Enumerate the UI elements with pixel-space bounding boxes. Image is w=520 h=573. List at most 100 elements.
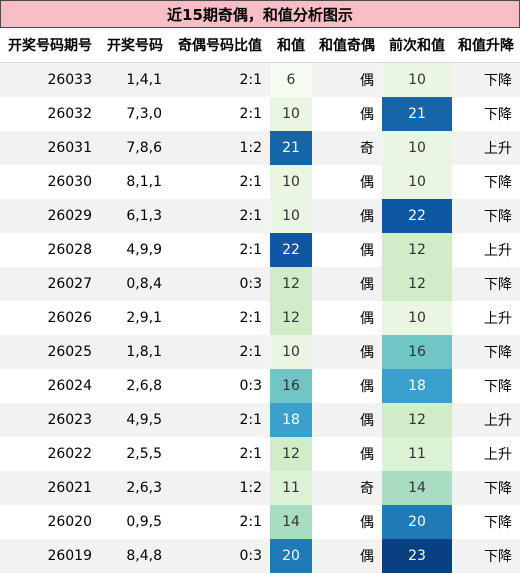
cell-issue: 26019	[0, 539, 100, 573]
cell-sum: 10	[270, 165, 312, 199]
cell-parity: 偶	[312, 165, 382, 199]
cell-prev-sum: 20	[382, 505, 452, 539]
cell-ratio: 1:2	[170, 471, 270, 505]
cell-prev-sum: 16	[382, 335, 452, 369]
cell-sum: 21	[270, 131, 312, 165]
cell-numbers: 8,4,8	[100, 539, 170, 573]
table-row: 26026 2,9,1 2:1 12 偶 10 上升	[0, 301, 520, 335]
cell-issue: 26024	[0, 369, 100, 403]
cell-numbers: 2,5,5	[100, 437, 170, 471]
cell-issue: 26028	[0, 233, 100, 267]
cell-ratio: 0:3	[170, 539, 270, 573]
cell-trend: 下降	[452, 97, 520, 131]
cell-issue: 26032	[0, 97, 100, 131]
table-row: 26022 2,5,5 2:1 12 偶 11 上升	[0, 437, 520, 471]
cell-sum: 10	[270, 199, 312, 233]
cell-parity: 偶	[312, 403, 382, 437]
cell-sum: 12	[270, 437, 312, 471]
cell-prev-sum: 22	[382, 199, 452, 233]
cell-parity: 偶	[312, 335, 382, 369]
cell-numbers: 4,9,9	[100, 233, 170, 267]
cell-issue: 26027	[0, 267, 100, 301]
cell-ratio: 0:3	[170, 369, 270, 403]
cell-prev-sum: 23	[382, 539, 452, 573]
table-row: 26019 8,4,8 0:3 20 偶 23 下降	[0, 539, 520, 573]
table-row: 26030 8,1,1 2:1 10 偶 10 下降	[0, 165, 520, 199]
cell-issue: 26026	[0, 301, 100, 335]
cell-issue: 26025	[0, 335, 100, 369]
cell-trend: 上升	[452, 403, 520, 437]
header-ratio: 奇偶号码比值	[170, 28, 270, 63]
cell-prev-sum: 12	[382, 403, 452, 437]
cell-ratio: 2:1	[170, 199, 270, 233]
cell-sum: 14	[270, 505, 312, 539]
cell-trend: 上升	[452, 437, 520, 471]
cell-issue: 26031	[0, 131, 100, 165]
cell-prev-sum: 10	[382, 131, 452, 165]
cell-trend: 下降	[452, 267, 520, 301]
cell-ratio: 2:1	[170, 165, 270, 199]
cell-trend: 上升	[452, 131, 520, 165]
cell-ratio: 1:2	[170, 131, 270, 165]
cell-numbers: 2,6,3	[100, 471, 170, 505]
cell-ratio: 2:1	[170, 233, 270, 267]
table-row: 26024 2,6,8 0:3 16 偶 18 下降	[0, 369, 520, 403]
header-sum: 和值	[270, 28, 312, 63]
cell-issue: 26030	[0, 165, 100, 199]
cell-parity: 偶	[312, 369, 382, 403]
cell-prev-sum: 11	[382, 437, 452, 471]
table-row: 26031 7,8,6 1:2 21 奇 10 上升	[0, 131, 520, 165]
cell-numbers: 4,9,5	[100, 403, 170, 437]
cell-numbers: 2,9,1	[100, 301, 170, 335]
cell-sum: 6	[270, 62, 312, 97]
cell-numbers: 7,8,6	[100, 131, 170, 165]
cell-sum: 12	[270, 267, 312, 301]
cell-sum: 20	[270, 539, 312, 573]
cell-parity: 偶	[312, 62, 382, 97]
cell-sum: 11	[270, 471, 312, 505]
cell-issue: 26022	[0, 437, 100, 471]
table-row: 26033 1,4,1 2:1 6 偶 10 下降	[0, 62, 520, 97]
header-row: 开奖号码期号 开奖号码 奇偶号码比值 和值 和值奇偶 前次和值 和值升降	[0, 28, 520, 63]
cell-sum: 18	[270, 403, 312, 437]
cell-sum: 10	[270, 335, 312, 369]
cell-parity: 偶	[312, 539, 382, 573]
cell-prev-sum: 18	[382, 369, 452, 403]
header-trend: 和值升降	[452, 28, 520, 63]
table-row: 26025 1,8,1 2:1 10 偶 16 下降	[0, 335, 520, 369]
cell-ratio: 2:1	[170, 335, 270, 369]
table-row: 26023 4,9,5 2:1 18 偶 12 上升	[0, 403, 520, 437]
cell-parity: 奇	[312, 471, 382, 505]
cell-ratio: 2:1	[170, 437, 270, 471]
cell-ratio: 2:1	[170, 403, 270, 437]
cell-numbers: 1,8,1	[100, 335, 170, 369]
cell-issue: 26020	[0, 505, 100, 539]
cell-sum: 16	[270, 369, 312, 403]
cell-ratio: 2:1	[170, 62, 270, 97]
cell-sum: 22	[270, 233, 312, 267]
cell-trend: 下降	[452, 369, 520, 403]
cell-parity: 偶	[312, 97, 382, 131]
table-row: 26020 0,9,5 2:1 14 偶 20 下降	[0, 505, 520, 539]
cell-parity: 偶	[312, 301, 382, 335]
cell-numbers: 1,4,1	[100, 62, 170, 97]
cell-trend: 下降	[452, 62, 520, 97]
header-numbers: 开奖号码	[100, 28, 170, 63]
odd-even-sum-table: 开奖号码期号 开奖号码 奇偶号码比值 和值 和值奇偶 前次和值 和值升降 260…	[0, 28, 520, 573]
cell-ratio: 2:1	[170, 301, 270, 335]
table-row: 26032 7,3,0 2:1 10 偶 21 下降	[0, 97, 520, 131]
cell-numbers: 0,9,5	[100, 505, 170, 539]
cell-prev-sum: 21	[382, 97, 452, 131]
cell-ratio: 0:3	[170, 267, 270, 301]
cell-sum: 10	[270, 97, 312, 131]
table-title: 近15期奇偶，和值分析图示	[0, 0, 520, 28]
cell-numbers: 8,1,1	[100, 165, 170, 199]
cell-trend: 下降	[452, 505, 520, 539]
cell-trend: 下降	[452, 199, 520, 233]
table-row: 26029 6,1,3 2:1 10 偶 22 下降	[0, 199, 520, 233]
cell-issue: 26029	[0, 199, 100, 233]
cell-sum: 12	[270, 301, 312, 335]
cell-numbers: 7,3,0	[100, 97, 170, 131]
cell-trend: 下降	[452, 471, 520, 505]
cell-prev-sum: 10	[382, 165, 452, 199]
